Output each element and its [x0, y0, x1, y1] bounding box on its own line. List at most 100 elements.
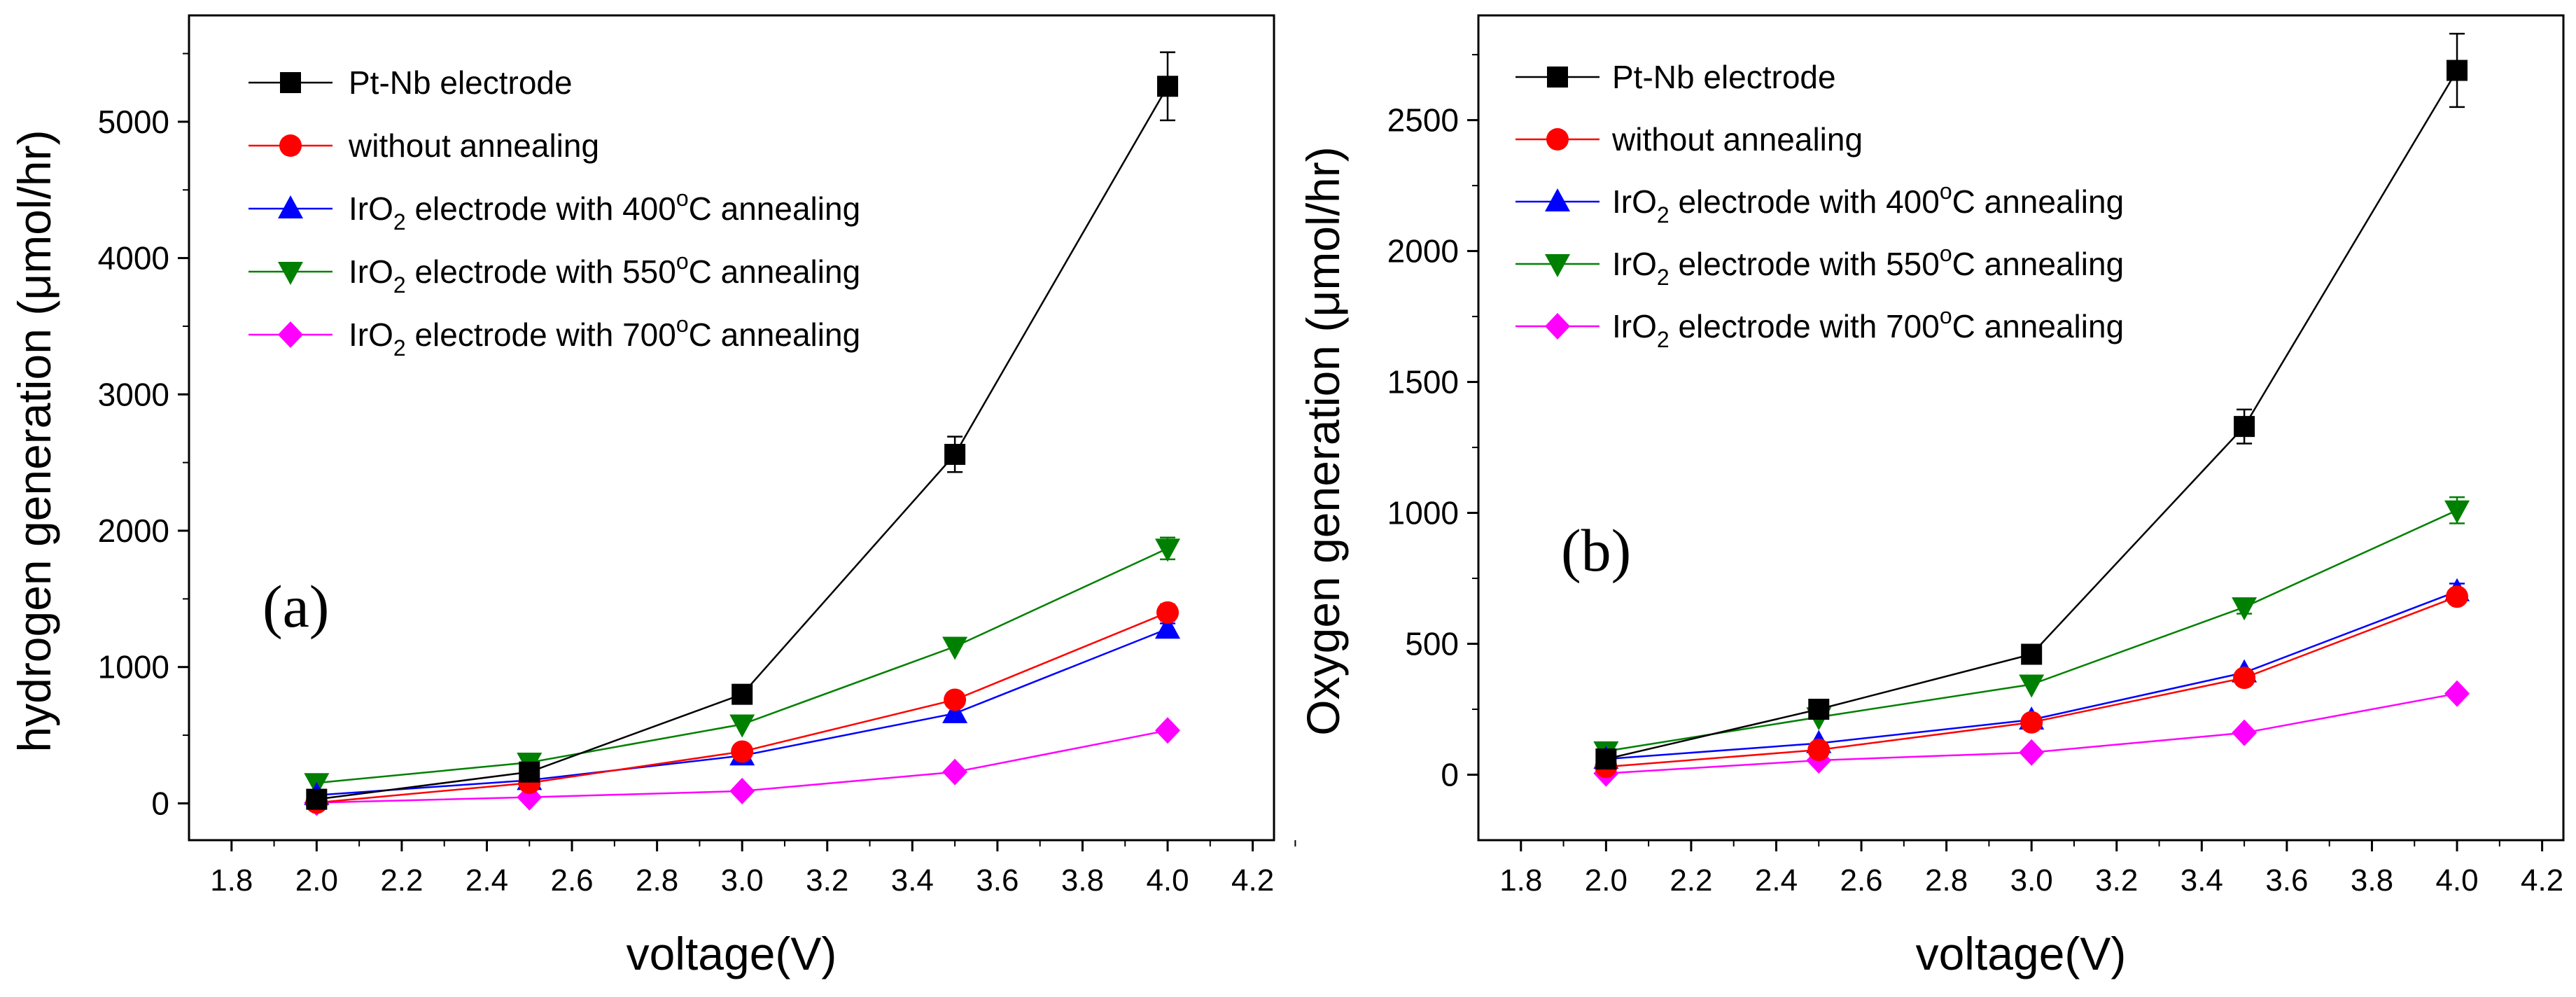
data-point: [944, 443, 966, 465]
x-tick-label: 2.2: [380, 863, 423, 898]
legend-label: IrO2 electrode with 700oC annealing: [1612, 303, 2124, 352]
legend-entry: IrO2 electrode with 550oC annealing: [1516, 241, 2124, 290]
legend: Pt-Nb electrode without annealing IrO2 ele…: [1516, 59, 2124, 352]
legend-marker: [278, 321, 303, 348]
x-tick-label: 4.2: [2521, 863, 2563, 898]
y-tick-label: 0: [1441, 757, 1459, 793]
y-tick-label: 5000: [98, 104, 169, 140]
x-tick-label: 3.4: [2180, 863, 2223, 898]
legend-marker: [280, 72, 301, 93]
data-point: [1156, 601, 1180, 624]
x-tick-label: 2.8: [1925, 863, 1968, 898]
legend-marker: [1547, 67, 1568, 88]
x-tick-label: 4.0: [1146, 863, 1189, 898]
y-tick-label: 1000: [1387, 495, 1459, 531]
legend-marker: [278, 262, 303, 285]
data-point: [2446, 60, 2468, 81]
legend-entry: Pt-Nb electrode: [1516, 59, 1836, 95]
plot-frame: [1477, 14, 2565, 842]
x-axis-title: voltage(V): [626, 928, 837, 979]
x-tick-label: 3.2: [2095, 863, 2138, 898]
data-point: [519, 761, 540, 783]
x-axis-title: voltage(V): [1916, 928, 2127, 979]
y-tick-label: 1500: [1387, 364, 1459, 400]
data-point: [306, 788, 328, 810]
plot-frame: [188, 14, 1275, 842]
data-point: [1155, 538, 1181, 562]
data-point: [731, 740, 754, 763]
x-tick-label: 1.8: [1499, 863, 1542, 898]
series-square: [306, 51, 1179, 810]
data-point: [2019, 674, 2045, 698]
y-axis-title: hydrogen generation (μmol/hr): [8, 130, 60, 752]
y-tick-label: 4000: [98, 240, 169, 277]
data-point: [2233, 667, 2256, 690]
legend-label: IrO2 electrode with 550oC annealing: [1612, 241, 2124, 290]
panel-label: (a): [262, 573, 329, 640]
data-point: [2232, 719, 2258, 746]
legend-label: IrO2 electrode with 700oC annealing: [349, 312, 860, 361]
data-point: [942, 699, 968, 723]
x-tick-label: 1.8: [210, 863, 253, 898]
legend-entry: Pt-Nb electrode: [248, 64, 573, 101]
legend-marker: [1545, 254, 1570, 277]
data-point: [732, 683, 753, 705]
y-tick-label: 2000: [98, 513, 169, 549]
data-point: [942, 758, 968, 786]
x-tick-label: 3.8: [1061, 863, 1104, 898]
series-square: [1595, 32, 2468, 770]
chart-panel-b: 1.8 2.0 2.2 2.4 2.6 2.8 3.0 3.2 3.4 3.6 3.8 4.0 4.2 0…: [1297, 14, 2565, 979]
legend-entry: without annealing: [1516, 121, 1863, 158]
y-axis-title: Oxygen generation (μmol/hr): [1297, 146, 1349, 735]
data-point: [2020, 711, 2043, 734]
y-tick-label: 3000: [98, 376, 169, 412]
legend-label: IrO2 electrode with 400oC annealing: [349, 186, 860, 235]
x-tick-label: 2.6: [550, 863, 593, 898]
legend-label: IrO2 electrode with 400oC annealing: [1612, 179, 2124, 228]
x-tick-label: 3.0: [2010, 863, 2053, 898]
legend-entry: IrO2 electrode with 400oC annealing: [248, 186, 860, 235]
data-point: [1808, 699, 1830, 720]
legend-label: without annealing: [348, 127, 599, 164]
x-tick-label: 2.4: [1755, 863, 1798, 898]
legend-marker: [1545, 188, 1570, 211]
x-tick-label: 2.6: [1840, 863, 1882, 898]
y-tick-label: 0: [151, 785, 169, 821]
legend-entry: without annealing: [248, 127, 599, 164]
series-triangle-down: [304, 536, 1181, 797]
data-point: [1155, 615, 1181, 639]
data-point: [944, 688, 967, 711]
data-point: [2234, 416, 2255, 438]
data-point: [2444, 680, 2470, 707]
y-tick-label: 2500: [1387, 102, 1459, 139]
y-tick-label: 500: [1405, 626, 1459, 662]
data-point: [2446, 585, 2469, 608]
legend-entry: IrO2 electrode with 700oC annealing: [248, 312, 860, 361]
x-tick-label: 3.4: [891, 863, 934, 898]
x-tick-label: 2.8: [636, 863, 678, 898]
x-tick-label: 3.8: [2351, 863, 2393, 898]
x-tick-label: 3.2: [806, 863, 848, 898]
legend-marker: [1546, 128, 1569, 151]
x-tick-label: 2.2: [1670, 863, 1712, 898]
x-tick-label: 3.6: [976, 863, 1018, 898]
panel-label: (b): [1561, 517, 1631, 584]
x-tick-label: 3.0: [721, 863, 764, 898]
legend-marker: [278, 195, 303, 218]
data-point: [1157, 76, 1179, 97]
data-point: [2232, 597, 2258, 621]
data-point: [942, 636, 968, 660]
data-point: [1807, 738, 1830, 761]
data-point: [2021, 643, 2043, 665]
legend-entry: IrO2 electrode with 550oC annealing: [248, 249, 860, 298]
series-line: [316, 611, 1168, 804]
legend-marker: [1545, 313, 1570, 340]
chart-panel-a: 1.8 2.0 2.2 2.4 2.6 2.8 3.0 3.2 3.4 3.6 3.8 4.0 4.2 0…: [8, 14, 1296, 979]
legend-label: Pt-Nb electrode: [1612, 59, 1836, 95]
data-point: [729, 714, 755, 738]
x-tick-label: 2.4: [465, 863, 508, 898]
data-point: [729, 777, 755, 804]
data-point: [2019, 739, 2045, 766]
legend-label: without annealing: [1611, 121, 1863, 158]
legend-entry: IrO2 electrode with 400oC annealing: [1516, 179, 2124, 228]
